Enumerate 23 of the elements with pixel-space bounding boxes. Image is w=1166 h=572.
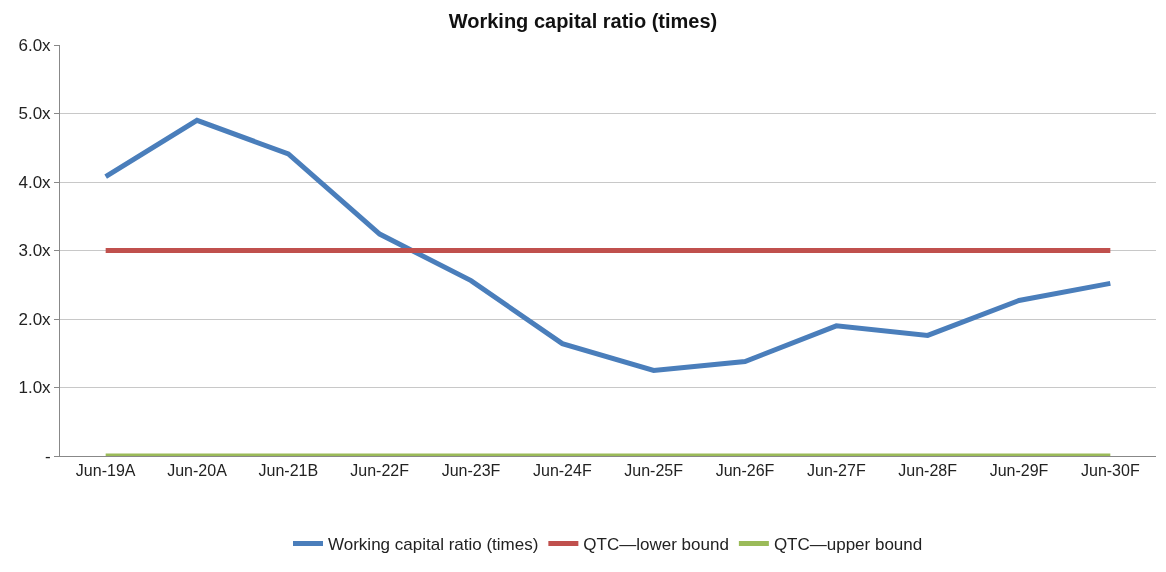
x-tick-label: Jun-22F xyxy=(350,462,410,480)
x-tick-label: Jun-24F xyxy=(532,462,592,480)
x-tick-label: Jun-25F xyxy=(624,462,684,480)
x-tick-label: Jun-23F xyxy=(441,462,501,480)
x-tick-label: Jun-27F xyxy=(806,462,866,480)
y-tick-label: - xyxy=(44,446,51,466)
x-tick-label: Jun-26F xyxy=(715,462,775,480)
legend-label: QTC—lower bound xyxy=(583,535,729,555)
y-tick-label: 4.0x xyxy=(18,172,52,192)
chart-title: Working capital ratio (times) xyxy=(448,10,718,33)
x-tick-label: Jun-30F xyxy=(1080,462,1140,480)
x-tick-label: Jun-19A xyxy=(75,462,136,480)
legend-label: QTC—upper bound xyxy=(773,535,923,555)
x-tick-label: Jun-29F xyxy=(989,462,1049,480)
y-tick-label: 1.0x xyxy=(18,378,52,398)
x-tick-label: Jun-20A xyxy=(167,462,228,480)
x-tick-label: Jun-21B xyxy=(258,462,319,480)
y-tick-label: 3.0x xyxy=(18,241,52,261)
y-tick-label: 6.0x xyxy=(18,35,52,55)
legend-label: Working capital ratio (times) xyxy=(328,535,539,555)
y-tick-label: 5.0x xyxy=(18,104,52,124)
x-tick-label: Jun-28F xyxy=(898,462,958,480)
y-tick-label: 2.0x xyxy=(18,309,52,329)
